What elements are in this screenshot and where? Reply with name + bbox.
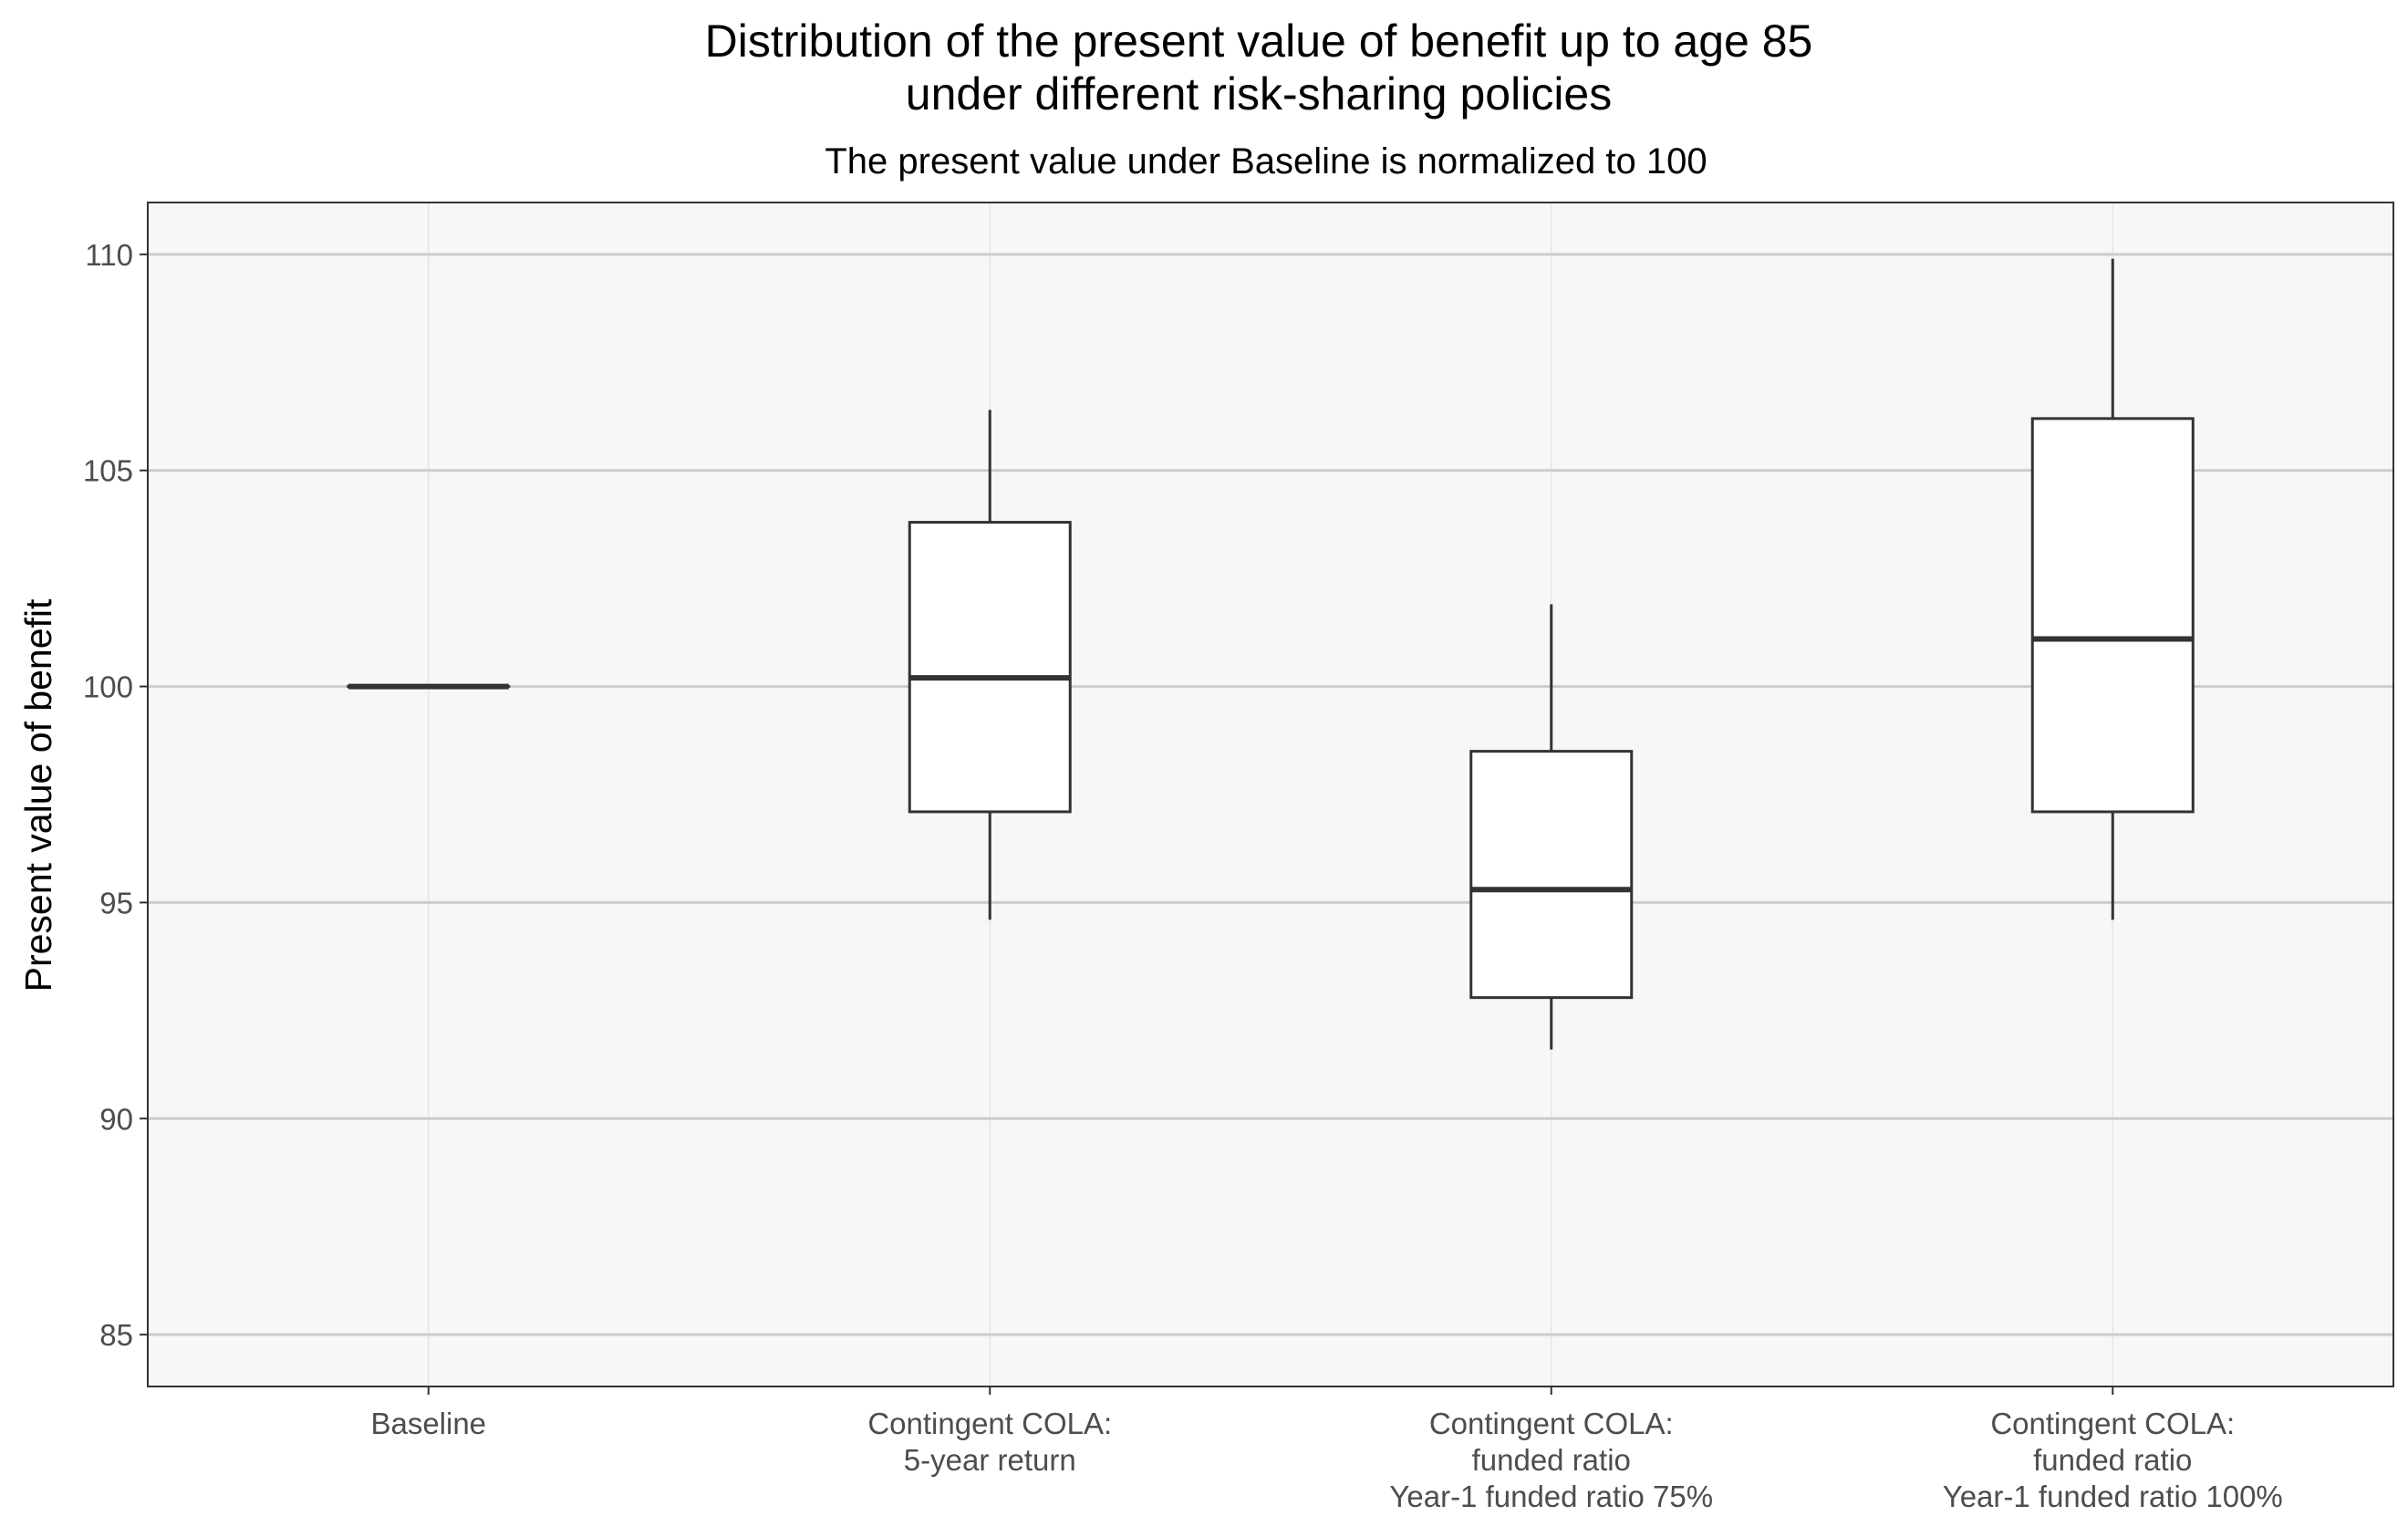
x-tick-label: Contingent COLA: bbox=[1990, 1407, 2235, 1440]
x-tick-label: Year-1 funded ratio 75% bbox=[1389, 1480, 1713, 1513]
y-tick-label: 95 bbox=[99, 886, 133, 919]
x-tick-label: 5-year return bbox=[904, 1443, 1076, 1477]
x-tick-label: funded ratio bbox=[1472, 1443, 1631, 1477]
chart-title-line-1: Distribution of the present value of ben… bbox=[705, 16, 1813, 67]
y-axis: 85 90 95 100 105 110 bbox=[83, 238, 148, 1352]
box-body bbox=[909, 523, 1070, 812]
y-axis-label: Present value of benefit bbox=[17, 598, 59, 992]
box-body bbox=[2032, 419, 2193, 812]
chart-subtitle: The present value under Baseline is norm… bbox=[825, 141, 1707, 182]
box-body bbox=[1471, 752, 1632, 998]
y-tick-label: 100 bbox=[83, 670, 133, 704]
y-tick-label: 110 bbox=[85, 238, 133, 272]
chart-title-line-2: under different risk-sharing policies bbox=[906, 68, 1612, 119]
x-tick-label: Contingent COLA: bbox=[1429, 1407, 1674, 1440]
x-tick-label: funded ratio bbox=[2033, 1443, 2192, 1477]
x-tick-label: Year-1 funded ratio 100% bbox=[1943, 1480, 2283, 1513]
y-tick-label: 90 bbox=[99, 1102, 133, 1136]
y-tick-label: 85 bbox=[99, 1318, 133, 1352]
x-tick-label: Contingent COLA: bbox=[867, 1407, 1112, 1440]
y-tick-label: 105 bbox=[83, 454, 133, 488]
x-tick-label: Baseline bbox=[370, 1407, 486, 1440]
